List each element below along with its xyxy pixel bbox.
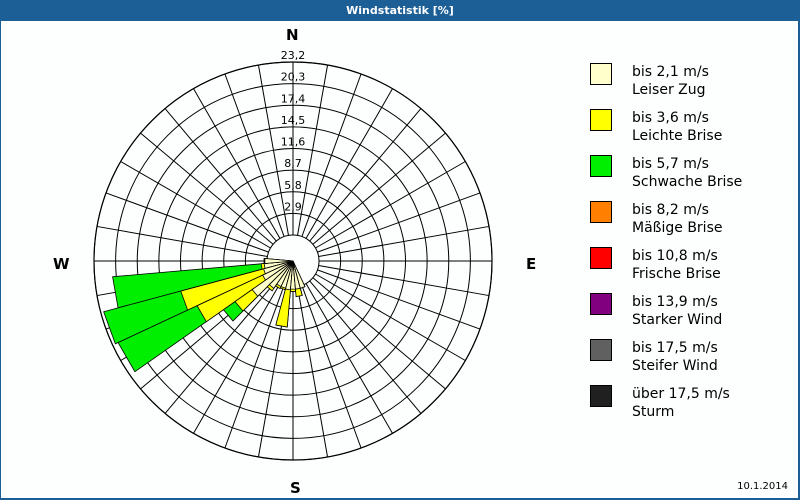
legend-label: Frische Brise xyxy=(632,266,721,282)
legend-swatch xyxy=(590,155,612,177)
legend-swatch xyxy=(590,63,612,85)
window-title: Windstatistik [%] xyxy=(0,0,800,21)
legend-swatch xyxy=(590,247,612,269)
radial-tick-label: 17,4 xyxy=(281,92,306,105)
legend-label: Starker Wind xyxy=(632,312,723,328)
legend-label: Steifer Wind xyxy=(632,358,718,374)
chart-date: 10.1.2014 xyxy=(737,481,788,492)
legend-swatch xyxy=(590,385,612,407)
legend-label: Mäßige Brise xyxy=(632,220,723,236)
legend-range: bis 10,8 m/s xyxy=(632,248,718,264)
legend-label: Leiser Zug xyxy=(632,82,706,98)
chart-panel: 2,9 5,8 8,7 11,6 14,5 17,4 20,3 23,2 N E S W bi… xyxy=(1,21,798,498)
compass-east-label: E xyxy=(526,255,537,273)
radial-tick-label: 5,8 xyxy=(284,179,302,192)
radial-tick-label: 11,6 xyxy=(281,136,306,149)
legend-range: bis 5,7 m/s xyxy=(632,156,709,172)
radial-tick-label: 23,2 xyxy=(281,49,306,62)
compass-north-label: N xyxy=(286,26,299,44)
radial-tick-label: 8,7 xyxy=(284,157,302,170)
legend-range: bis 2,1 m/s xyxy=(632,64,709,80)
wind-rose-chart: 2,9 5,8 8,7 11,6 14,5 17,4 20,3 23,2 xyxy=(93,49,493,461)
legend-label: Sturm xyxy=(632,404,675,420)
legend-swatch xyxy=(590,109,612,131)
legend-label: Leichte Brise xyxy=(632,128,723,144)
wind-sector-bar xyxy=(292,260,306,289)
radial-tick-label: 2,9 xyxy=(284,200,302,213)
radial-tick-label: 20,3 xyxy=(281,71,306,84)
legend-range: bis 8,2 m/s xyxy=(632,202,709,218)
wind-sector-bar xyxy=(264,258,294,264)
radial-tick-label: 14,5 xyxy=(281,114,306,127)
legend-label: Schwache Brise xyxy=(632,174,743,190)
legend-swatch xyxy=(590,201,612,223)
legend-range: bis 17,5 m/s xyxy=(632,340,718,356)
compass-south-label: S xyxy=(290,479,301,497)
legend-swatch xyxy=(590,293,612,315)
legend-range: über 17,5 m/s xyxy=(632,386,730,402)
legend-range: bis 3,6 m/s xyxy=(632,110,709,126)
legend-swatch xyxy=(590,339,612,361)
legend-range: bis 13,9 m/s xyxy=(632,294,718,310)
compass-west-label: W xyxy=(53,255,70,273)
